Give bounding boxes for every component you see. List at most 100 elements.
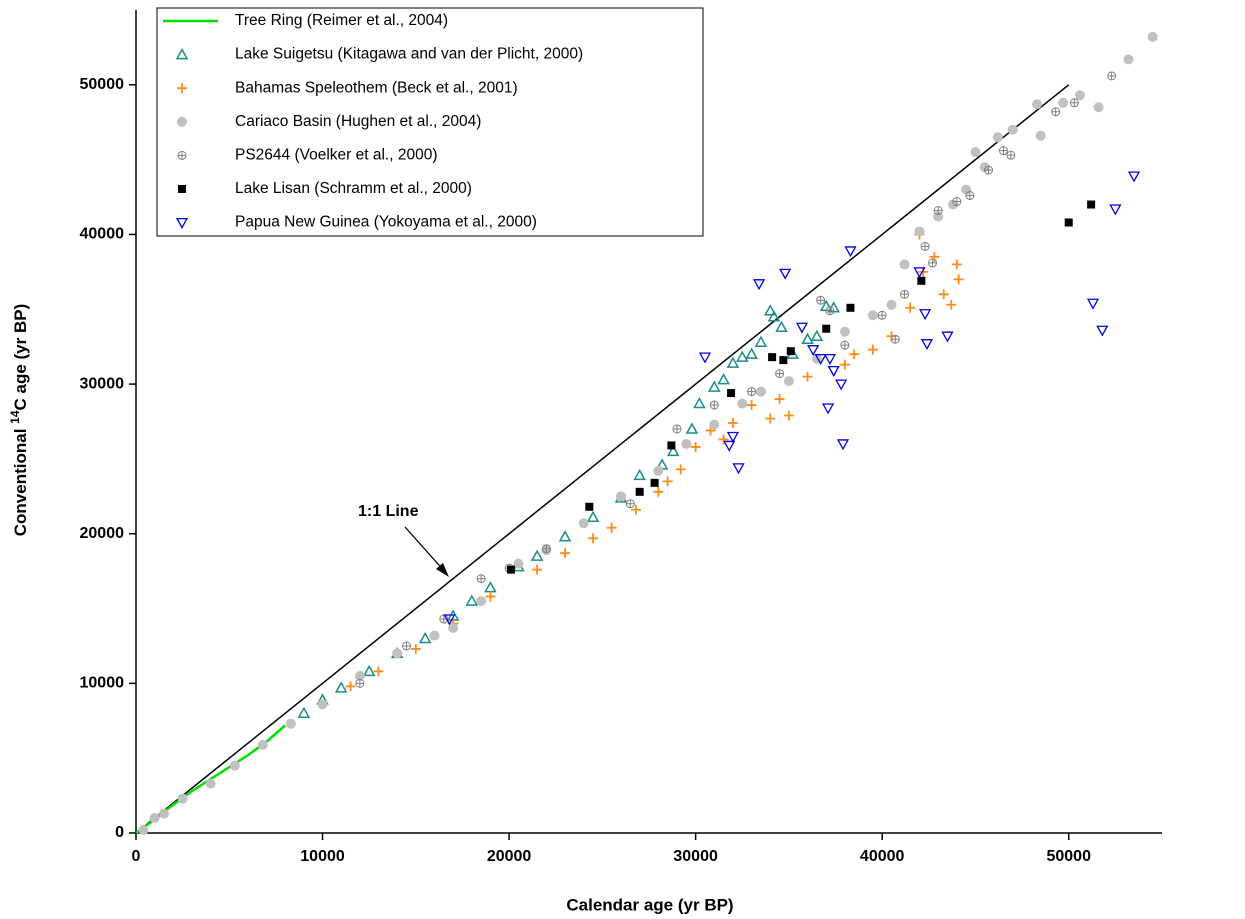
point [690,441,701,452]
point [846,303,855,312]
legend-box [156,7,704,237]
point [917,276,926,285]
point [718,434,729,445]
point [476,596,487,607]
point [941,331,954,343]
point [229,760,240,771]
legend-swatch [177,83,187,94]
point [953,274,964,285]
point [362,664,376,677]
point [485,591,496,602]
legend-label: PS2644 (Voelker et al., 2000) [235,146,438,163]
point [693,396,706,409]
point [685,422,699,434]
point [727,417,738,428]
point [951,259,962,270]
point [827,365,840,377]
point [698,352,712,364]
point [783,376,794,387]
legend-label: Tree Ring (Reimer et al., 2004) [235,12,448,29]
point [746,400,757,411]
point [839,359,850,370]
y-tick-label: 40000 [80,226,125,243]
point [984,165,994,175]
point [1051,107,1061,117]
point [899,259,910,270]
point [732,463,745,475]
point [586,510,600,523]
legend-swatch [175,48,189,60]
point [429,630,440,641]
legend-swatch [178,185,186,193]
point [807,345,820,357]
point [443,614,456,626]
point [1093,102,1104,113]
point [635,487,644,496]
point [801,332,814,344]
legend-label: Cariaco Basin (Hughen et al., 2004) [235,113,481,130]
point [1147,31,1158,42]
y-label-sup: 14 [8,410,22,424]
point [840,340,850,350]
point [821,403,835,415]
legend-swatch [177,150,187,160]
point [205,778,216,789]
point [149,813,160,824]
annotation-arrow [404,526,447,574]
point [392,648,403,659]
y-axis-label: Conventional 14C age (yr BP) [8,304,30,537]
point [158,808,169,819]
point [667,441,676,450]
point [814,354,827,365]
point [844,246,857,258]
point [1096,325,1109,337]
point [681,438,692,449]
point [708,380,721,392]
point [867,344,878,355]
point [726,356,740,368]
point [867,310,878,321]
point [373,666,384,677]
point [783,410,794,421]
point [578,518,589,529]
point [737,398,748,409]
point [774,394,785,405]
point [355,678,365,688]
point [822,324,831,333]
point [836,439,850,451]
legend-swatch [175,217,189,229]
y-tick-label: 0 [115,824,124,841]
point [970,147,981,158]
legend-label: Lake Suigetsu (Kitagawa and van der Plic… [235,46,583,63]
point [765,413,776,424]
point [839,326,850,337]
point [650,478,659,487]
point [448,622,459,633]
y-tick-label: 20000 [80,525,125,542]
point [823,354,837,365]
point [933,206,943,216]
point [768,353,777,362]
point [877,310,887,320]
x-tick-label: 40000 [860,848,905,865]
point [345,681,356,692]
point [1032,99,1043,110]
point [775,320,788,332]
point [401,641,411,651]
legend-label: Papua New Guinea (Yokoyama et al., 2000) [235,214,537,231]
point [992,132,1003,143]
point [802,371,813,382]
point [1069,98,1079,108]
point [1109,204,1122,216]
point [1064,218,1073,227]
point [633,468,646,481]
point [779,356,788,365]
point [297,706,311,719]
legend-swatch [177,116,187,127]
point [606,522,617,533]
point [747,387,757,397]
point [465,594,479,606]
point [588,533,599,544]
y-label-part: C age (yr BP) [11,304,30,411]
point [825,306,835,316]
